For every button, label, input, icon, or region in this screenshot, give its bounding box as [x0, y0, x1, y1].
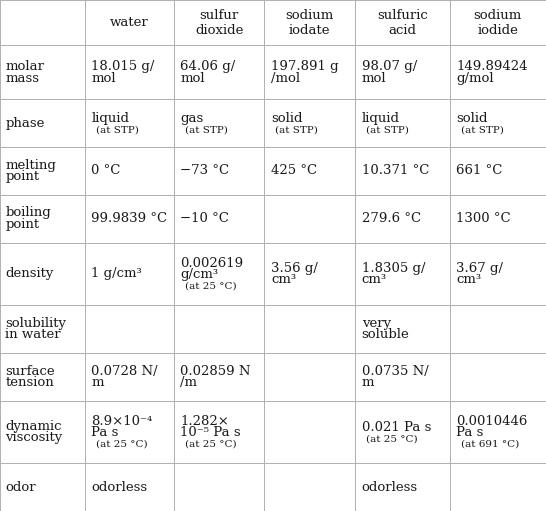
Text: liquid: liquid [91, 112, 129, 125]
Text: mass: mass [5, 72, 39, 85]
Text: 661 °C: 661 °C [456, 165, 502, 177]
Text: −10 °C: −10 °C [180, 212, 229, 225]
Text: 1.8305 g/: 1.8305 g/ [361, 262, 425, 274]
Text: 0.02859 N: 0.02859 N [180, 364, 251, 378]
Text: g/mol: g/mol [456, 72, 494, 85]
Text: point: point [5, 170, 39, 183]
Text: tension: tension [5, 376, 54, 389]
Text: Pa s: Pa s [456, 427, 484, 439]
Text: 197.891 g: 197.891 g [271, 60, 339, 73]
Text: 1 g/cm³: 1 g/cm³ [91, 267, 142, 281]
Text: −73 °C: −73 °C [180, 165, 229, 177]
Text: 0.0735 N/: 0.0735 N/ [361, 364, 428, 378]
Text: g/cm³: g/cm³ [180, 268, 218, 282]
Text: mol: mol [180, 72, 205, 85]
Text: (at STP): (at STP) [185, 125, 228, 134]
Text: sodium
iodate: sodium iodate [286, 9, 334, 37]
Text: 10.371 °C: 10.371 °C [361, 165, 429, 177]
Text: mol: mol [361, 72, 386, 85]
Text: (at STP): (at STP) [96, 125, 139, 134]
Text: 0.002619: 0.002619 [180, 257, 244, 270]
Text: 64.06 g/: 64.06 g/ [180, 60, 235, 73]
Text: very: very [361, 317, 391, 330]
Text: phase: phase [5, 117, 45, 130]
Text: point: point [5, 218, 39, 231]
Text: 0.0728 N/: 0.0728 N/ [91, 364, 158, 378]
Text: cm³: cm³ [271, 273, 296, 286]
Text: water: water [110, 16, 149, 29]
Text: cm³: cm³ [361, 273, 387, 286]
Text: (at 25 °C): (at 25 °C) [96, 440, 147, 449]
Text: /mol: /mol [271, 72, 300, 85]
Text: 18.015 g/: 18.015 g/ [91, 60, 155, 73]
Text: (at 25 °C): (at 25 °C) [366, 434, 418, 443]
Text: 1300 °C: 1300 °C [456, 212, 511, 225]
Text: soluble: soluble [361, 328, 410, 341]
Text: 149.89424: 149.89424 [456, 60, 527, 73]
Text: 98.07 g/: 98.07 g/ [361, 60, 417, 73]
Text: 10⁻⁵ Pa s: 10⁻⁵ Pa s [180, 427, 241, 439]
Text: viscosity: viscosity [5, 431, 63, 444]
Text: 0.021 Pa s: 0.021 Pa s [361, 421, 431, 434]
Text: cm³: cm³ [456, 273, 482, 286]
Text: density: density [5, 267, 54, 281]
Text: molar: molar [5, 60, 44, 73]
Text: (at STP): (at STP) [366, 125, 409, 134]
Text: m: m [91, 376, 104, 389]
Text: gas: gas [180, 112, 204, 125]
Text: (at 25 °C): (at 25 °C) [185, 282, 236, 291]
Text: boiling: boiling [5, 206, 51, 220]
Text: surface: surface [5, 364, 55, 378]
Text: 3.56 g/: 3.56 g/ [271, 262, 318, 274]
Text: 1.282×: 1.282× [180, 415, 229, 428]
Text: sulfuric
acid: sulfuric acid [377, 9, 428, 37]
Text: (at 691 °C): (at 691 °C) [461, 440, 519, 449]
Text: (at STP): (at STP) [275, 125, 318, 134]
Text: 99.9839 °C: 99.9839 °C [91, 212, 168, 225]
Text: liquid: liquid [361, 112, 400, 125]
Text: 279.6 °C: 279.6 °C [361, 212, 420, 225]
Text: Pa s: Pa s [91, 427, 119, 439]
Text: (at STP): (at STP) [461, 125, 503, 134]
Text: m: m [361, 376, 374, 389]
Text: melting: melting [5, 159, 56, 172]
Text: 0 °C: 0 °C [91, 165, 121, 177]
Text: 0.0010446: 0.0010446 [456, 415, 527, 428]
Text: 3.67 g/: 3.67 g/ [456, 262, 503, 274]
Text: solid: solid [456, 112, 488, 125]
Text: odorless: odorless [91, 480, 147, 494]
Text: dynamic: dynamic [5, 420, 62, 433]
Text: odor: odor [5, 480, 36, 494]
Text: 425 °C: 425 °C [271, 165, 317, 177]
Text: solubility: solubility [5, 317, 67, 330]
Text: in water: in water [5, 328, 61, 341]
Text: sodium
iodide: sodium iodide [474, 9, 522, 37]
Text: solid: solid [271, 112, 302, 125]
Text: 8.9×10⁻⁴: 8.9×10⁻⁴ [91, 415, 153, 428]
Text: /m: /m [180, 376, 197, 389]
Text: odorless: odorless [361, 480, 418, 494]
Text: mol: mol [91, 72, 116, 85]
Text: (at 25 °C): (at 25 °C) [185, 440, 236, 449]
Text: sulfur
dioxide: sulfur dioxide [195, 9, 244, 37]
